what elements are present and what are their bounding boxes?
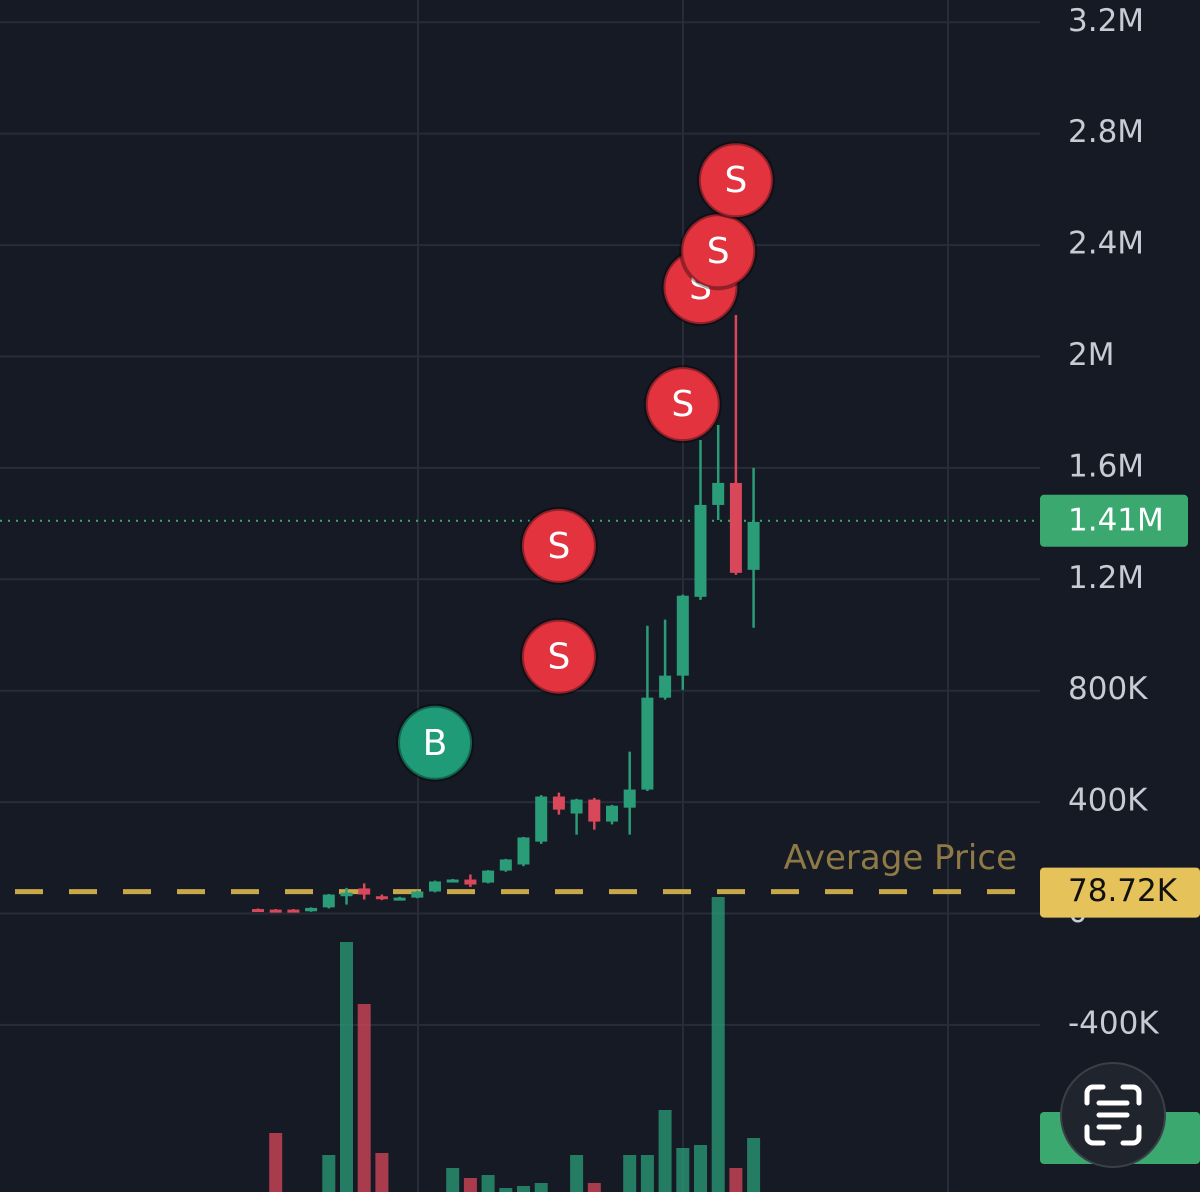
candle-body <box>676 595 689 676</box>
candle-body <box>464 879 477 885</box>
last-price-badge <box>1040 494 1188 547</box>
volume-bar <box>340 942 353 1192</box>
average-price-value: 78.72K <box>1068 873 1178 909</box>
marker-circle <box>643 365 722 444</box>
trade-marker: S <box>696 141 775 220</box>
volume-bar <box>570 1155 584 1192</box>
y-tick-label: 800K <box>1068 671 1148 707</box>
volume-bar <box>517 1186 530 1192</box>
candle-body <box>340 892 353 897</box>
volume-bar <box>446 1168 460 1192</box>
y-tick-label: -400K <box>1068 1005 1159 1041</box>
marker-circle <box>519 617 598 696</box>
marker-circle <box>519 506 598 585</box>
trade-marker: S <box>519 617 598 696</box>
candle-body <box>375 896 388 900</box>
scan-icon <box>1084 1084 1142 1146</box>
candle-body <box>747 521 760 570</box>
candle-body <box>606 805 618 822</box>
candle-body <box>429 881 441 892</box>
volume-bar <box>747 1138 761 1192</box>
volume-bar <box>534 1183 548 1192</box>
marker-circle <box>396 703 474 782</box>
volume-bar <box>587 1183 601 1192</box>
candle-body <box>623 789 636 808</box>
volume-bar <box>375 1153 389 1192</box>
y-axis: 3.2M2.8M2.4M2M1.6M1.2M800K400K0-400K78.7… <box>1040 3 1200 1041</box>
candle-body <box>252 909 264 913</box>
candle-body <box>729 482 742 573</box>
candle-body <box>287 909 300 913</box>
volume-bar <box>623 1155 637 1192</box>
volume-bar <box>357 1004 371 1192</box>
candle-body <box>552 796 565 810</box>
volume-bar <box>322 1155 336 1192</box>
y-tick-label: 3.2M <box>1068 3 1144 39</box>
volume-bar <box>711 897 725 1192</box>
volume-bar <box>640 1155 654 1192</box>
scan-button[interactable] <box>1060 1062 1166 1168</box>
candle-body <box>305 907 318 912</box>
volume-bar <box>499 1188 513 1192</box>
marker-circle <box>679 212 758 291</box>
candle-body <box>269 909 282 913</box>
candle-body <box>588 799 601 822</box>
y-tick-label: 2.8M <box>1068 114 1144 150</box>
marker-label: B <box>423 723 448 764</box>
candle-body <box>446 879 459 883</box>
marker-label: S <box>724 160 747 201</box>
grid <box>0 21 1040 1026</box>
marker-label: S <box>547 637 570 678</box>
volume-bar <box>463 1178 477 1192</box>
volume-bar <box>694 1145 707 1192</box>
last-price-value: 1.41M <box>1068 502 1164 538</box>
y-tick-label: 1.2M <box>1068 560 1144 596</box>
volume-bar <box>729 1168 743 1192</box>
marker-label: S <box>671 384 694 425</box>
candle-body <box>393 897 406 901</box>
price-lines: Average Price <box>0 519 1040 895</box>
trade-marker: S <box>643 365 722 444</box>
candle-body <box>517 837 530 865</box>
y-tick-label: 2.4M <box>1068 226 1144 262</box>
volume-pane <box>269 897 761 1192</box>
candle-body <box>358 888 371 895</box>
y-tick-label: 2M <box>1068 337 1114 373</box>
trade-marker: S <box>679 212 758 291</box>
candle-body <box>694 504 707 597</box>
marker-label: S <box>547 526 570 567</box>
marker-circle <box>696 141 775 220</box>
candle-body <box>641 697 654 790</box>
y-tick-label: 400K <box>1068 783 1148 819</box>
candle-body <box>322 894 335 908</box>
candle-body <box>482 870 495 883</box>
volume-bar <box>481 1175 495 1192</box>
candle-body <box>712 482 725 505</box>
candles <box>252 314 760 913</box>
average-price-label: Average Price <box>784 838 1017 878</box>
trade-marker: B <box>396 703 474 782</box>
candle-body <box>659 675 672 698</box>
trade-marker: S <box>519 506 598 585</box>
average-price-badge <box>1040 867 1200 918</box>
volume-bar <box>676 1148 690 1192</box>
volume-bar <box>269 1133 283 1192</box>
volume-bar <box>658 1110 672 1192</box>
candle-body <box>411 891 424 898</box>
y-tick-label: 1.6M <box>1068 448 1144 484</box>
candle-body <box>570 799 583 814</box>
marker-label: S <box>707 231 730 272</box>
candle-body <box>499 859 512 871</box>
candle-body <box>535 796 548 842</box>
